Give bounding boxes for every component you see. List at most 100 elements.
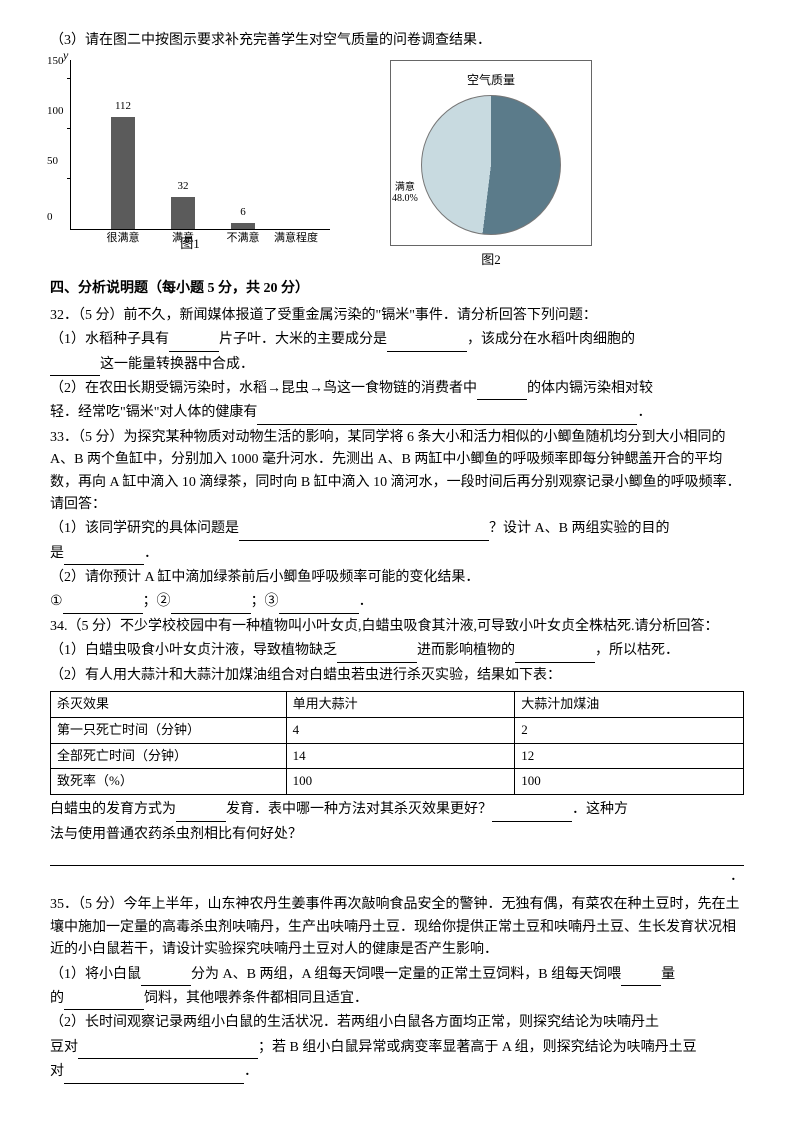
text: ．这种方	[572, 802, 628, 817]
q33-p2: （2）请你预计 A 缸中滴加绿茶前后小鲫鱼呼吸频率可能的变化结果．	[50, 567, 744, 589]
table-row: 致死率（%） 100 100	[51, 769, 744, 795]
text: （2）在农田长期受镉污染时，水稻→昆虫→鸟这一食物链的消费者中	[50, 381, 477, 396]
text: （1）水稻种子具有	[50, 332, 169, 347]
q34-p3-end: ．	[50, 866, 744, 888]
table-header-row: 杀灭效果 单用大蒜汁 大蒜汁加煤油	[51, 692, 744, 718]
text: ①	[50, 594, 63, 609]
q34-intro: 34.（5 分）不少学校校园中有一种植物叫小叶女贞,白蜡虫吸食其汁液,可导致小叶…	[50, 616, 744, 638]
text: ；③	[251, 594, 279, 609]
text: 饲料，其他喂养条件都相同且适宜．	[144, 991, 368, 1006]
pie-chart: 满意48.0%	[421, 95, 561, 235]
q35-p1: （1）将小白鼠分为 A、B 两组，A 组每天饲喂一定量的正常土豆饲料，B 组每天…	[50, 964, 744, 986]
bar-value: 112	[115, 98, 131, 116]
blank[interactable]	[64, 1066, 244, 1084]
q33-intro: 33．（5 分）为探究某种物质对动物生活的影响，某同学将 6 条大小和活力相似的…	[50, 427, 744, 517]
td: 2	[515, 717, 744, 743]
q32-p2: （2）在农田长期受镉污染时，水稻→昆虫→鸟这一食物链的消费者中 的体内镉污染相对较	[50, 378, 744, 400]
ytick-50: 50	[47, 153, 58, 171]
blank[interactable]	[171, 596, 251, 614]
q34-p3-cont: 法与使用普通农药杀虫剂相比有何好处？	[50, 824, 744, 846]
ytick-line	[67, 178, 71, 179]
blank[interactable]	[239, 523, 489, 541]
bar-label: 满意	[172, 230, 194, 248]
bar-chart: y 0 50 100 150 112 很满意 32 满意 6 不满意 满意程度	[70, 60, 330, 230]
table-row: 全部死亡时间（分钟） 14 12	[51, 743, 744, 769]
text: ，所以枯死．	[595, 643, 679, 658]
blank[interactable]	[337, 645, 417, 663]
td: 4	[286, 717, 515, 743]
blank[interactable]	[50, 358, 100, 376]
text: 的	[50, 991, 64, 1006]
text: ，该成分在水稻叶肉细胞的	[467, 332, 635, 347]
section-4-title: 四、分析说明题（每小题 5 分，共 20 分）	[50, 278, 744, 300]
blank[interactable]	[64, 547, 144, 565]
blank[interactable]	[621, 968, 661, 986]
kill-effect-table: 杀灭效果 单用大蒜汁 大蒜汁加煤油 第一只死亡时间（分钟） 4 2 全部死亡时间…	[50, 691, 744, 795]
text: ．	[359, 594, 373, 609]
bar-chart-wrap: y 0 50 100 150 112 很满意 32 满意 6 不满意 满意程度 …	[50, 60, 330, 255]
bar-label: 不满意	[227, 230, 260, 248]
q35-p2-cont: 豆对 ；若 B 组小白鼠异常或病变率显著高于 A 组，则探究结论为呋喃丹土豆	[50, 1037, 744, 1059]
charts-row: y 0 50 100 150 112 很满意 32 满意 6 不满意 满意程度 …	[50, 60, 744, 270]
bar-value: 6	[240, 204, 246, 222]
q32-p1: （1）水稻种子具有 片子叶．大米的主要成分是 ，该成分在水稻叶肉细胞的	[50, 329, 744, 351]
blank[interactable]	[169, 334, 219, 352]
bar-satisfied	[171, 197, 195, 229]
text: 这一能量转换器中合成．	[100, 357, 254, 372]
text: ．	[244, 1064, 258, 1079]
bar-value: 32	[178, 178, 189, 196]
td: 12	[515, 743, 744, 769]
blank[interactable]	[78, 1041, 258, 1059]
blank[interactable]	[176, 804, 226, 822]
q32-p2-cont: 轻．经常吃"镉米"对人体的健康有．	[50, 402, 744, 424]
text: 进而影响植物的	[417, 643, 515, 658]
q33-p1-cont: 是．	[50, 543, 744, 565]
ytick-line	[67, 78, 71, 79]
text: （1）白蜡虫吸食小叶女贞汁液，导致植物缺乏	[50, 643, 337, 658]
text: 豆对	[50, 1040, 78, 1055]
text: ；若 B 组小白鼠异常或病变率显著高于 A 组，则探究结论为呋喃丹土豆	[258, 1040, 697, 1055]
th: 大蒜汁加煤油	[515, 692, 744, 718]
text: 片子叶．大米的主要成分是	[219, 332, 387, 347]
blank[interactable]	[64, 992, 144, 1010]
text: 的体内镉污染相对较	[527, 381, 653, 396]
blank[interactable]	[492, 804, 572, 822]
bar-label: 很满意	[107, 230, 140, 248]
text: ？设计 A、B 两组实验的目的	[489, 521, 669, 536]
th: 杀灭效果	[51, 692, 287, 718]
ytick-line	[67, 128, 71, 129]
td: 致死率（%）	[51, 769, 287, 795]
pie-slice-label: 满意48.0%	[392, 182, 418, 204]
td: 全部死亡时间（分钟）	[51, 743, 287, 769]
ytick-150: 150	[47, 53, 64, 71]
bar-unsatisfied	[231, 223, 255, 229]
q35-p2-end: 对．	[50, 1061, 744, 1083]
q34-p3: 白蜡虫的发育方式为发育．表中哪一种方法对其杀灭效果更好？．这种方	[50, 799, 744, 821]
text: （1）该同学研究的具体问题是	[50, 521, 239, 536]
q35-p2: （2）长时间观察记录两组小白鼠的生活状况．若两组小白鼠各方面均正常，则探究结论为…	[50, 1012, 744, 1034]
q34-p2: （2）有人用大蒜汁和大蒜汁加煤油组合对白蜡虫若虫进行杀灭实验，结果如下表：	[50, 665, 744, 687]
blank[interactable]	[387, 334, 467, 352]
blank[interactable]	[477, 382, 527, 400]
blank[interactable]	[515, 645, 595, 663]
ytick-100: 100	[47, 103, 64, 121]
ytick-0: 0	[47, 209, 53, 227]
xaxis-caption: 满意程度	[274, 230, 318, 248]
text: 白蜡虫的发育方式为	[50, 802, 176, 817]
q34-p1: （1）白蜡虫吸食小叶女贞汁液，导致植物缺乏 进而影响植物的 ，所以枯死．	[50, 640, 744, 662]
q3-intro: （3）请在图二中按图示要求补充完善学生对空气质量的问卷调查结果．	[50, 30, 744, 52]
q35-intro: 35．（5 分）今年上半年，山东神农丹生姜事件再次敲响食品安全的警钟．无独有偶，…	[50, 894, 744, 961]
table-row: 第一只死亡时间（分钟） 4 2	[51, 717, 744, 743]
answer-line[interactable]	[50, 850, 744, 866]
blank[interactable]	[141, 968, 191, 986]
text: ．	[637, 405, 651, 420]
td: 100	[515, 769, 744, 795]
th: 单用大蒜汁	[286, 692, 515, 718]
q32-intro: 32．（5 分）前不久，新闻媒体报道了受重金属污染的"镉米"事件．请分析回答下列…	[50, 305, 744, 327]
pie-chart-wrap: 空气质量 满意48.0% 图2	[390, 60, 592, 270]
q32-p1-cont: 这一能量转换器中合成．	[50, 354, 744, 376]
blank[interactable]	[279, 596, 359, 614]
text: ．	[144, 546, 158, 561]
blank[interactable]	[257, 407, 637, 425]
blank[interactable]	[63, 596, 143, 614]
